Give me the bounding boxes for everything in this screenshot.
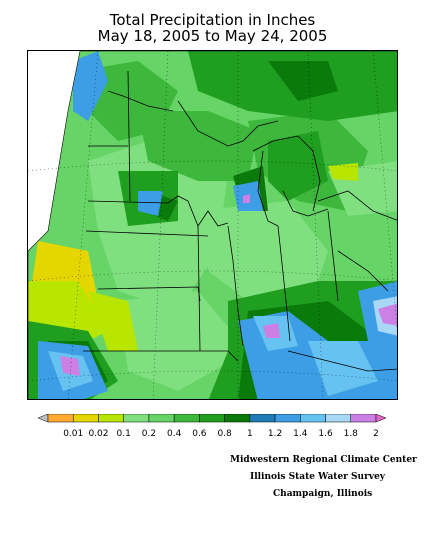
legend-swatch [47,413,74,423]
legend-label: 0.6 [192,429,207,439]
legend-label: 0.1 [117,429,131,439]
legend-swatch [72,413,99,423]
map-title: Total Precipitation in Inches [109,11,316,29]
color-legend: 0.010.020.10.20.40.60.811.21.41.61.822.2 [37,413,408,444]
legend-swatch [249,413,276,423]
legend-swatch [148,413,175,423]
legend-label: 0.4 [167,429,182,439]
graticule [28,51,397,399]
legend-swatch [37,413,49,423]
legend-label: 0.02 [88,429,108,439]
legend-label: 0.2 [142,429,156,439]
legend-label: 0.01 [63,429,83,439]
legend-swatch [350,413,377,423]
legend-swatch [98,413,124,423]
credit-location: Champaign, Illinois [273,489,373,499]
credit-survey: Illinois State Water Survey [250,472,386,482]
legend-label: 1.8 [344,429,359,439]
legend-label: 2 [373,429,379,439]
credit-center: Midwestern Regional Climate Center [230,455,417,465]
precipitation-map [27,50,398,400]
legend-swatch [199,413,225,423]
legend-label: 0.8 [217,429,232,439]
legend-swatch [173,413,200,423]
legend-swatch [123,413,150,423]
legend-swatch [224,413,251,423]
legend-swatch [325,413,352,423]
legend-swatch [300,413,326,423]
legend-label: 1.4 [293,429,308,439]
legend-swatch [375,413,387,423]
legend-swatch [274,413,301,423]
legend-label: 1.2 [268,429,282,439]
legend-label: 1.6 [318,429,333,439]
map-date-range: May 18, 2005 to May 24, 2005 [97,27,328,45]
legend-label: 1 [247,429,253,439]
state-boundaries [83,70,397,372]
precip-field [28,51,397,399]
